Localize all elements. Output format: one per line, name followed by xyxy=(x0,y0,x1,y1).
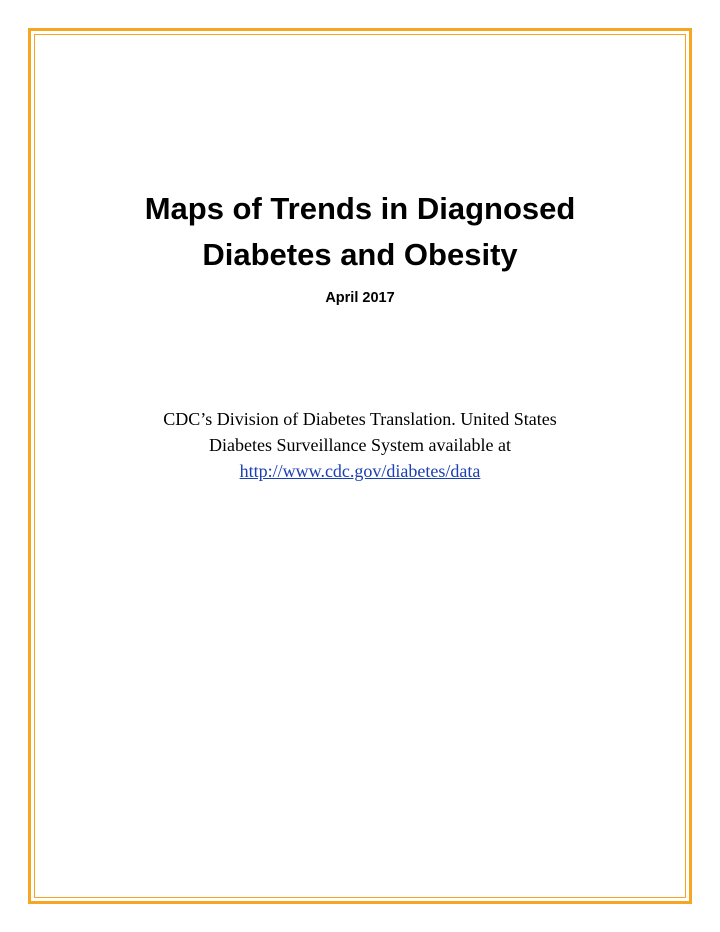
source-credit: CDC’s Division of Diabetes Translation. … xyxy=(0,406,720,484)
credit-line-2: Diabetes Surveillance System available a… xyxy=(209,435,511,455)
page-border-outer xyxy=(28,28,692,904)
data-link[interactable]: http://www.cdc.gov/diabetes/data xyxy=(239,461,481,481)
page-border-inner xyxy=(34,34,686,898)
document-title: Maps of Trends in Diagnosed Diabetes and… xyxy=(0,186,720,278)
credit-line-1: CDC’s Division of Diabetes Translation. … xyxy=(163,409,557,429)
publication-date: April 2017 xyxy=(325,290,395,306)
title-line-2: Diabetes and Obesity xyxy=(202,237,518,272)
title-line-1: Maps of Trends in Diagnosed xyxy=(144,191,576,226)
